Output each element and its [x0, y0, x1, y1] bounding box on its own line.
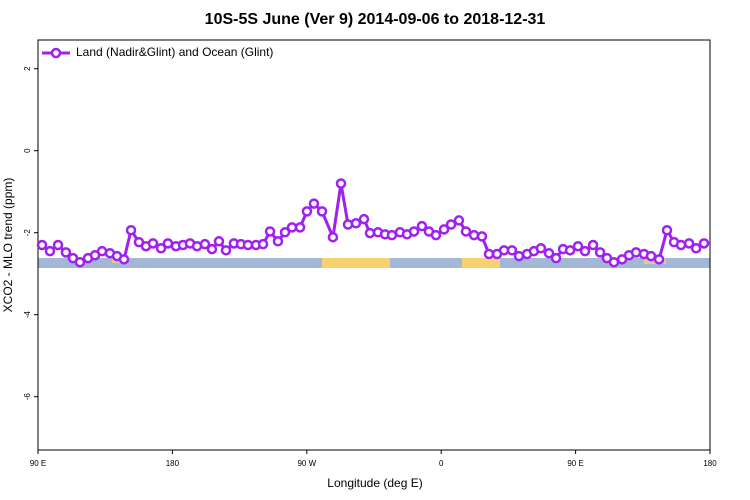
data-point	[327, 231, 339, 243]
data-point	[438, 224, 450, 235]
data-point	[279, 227, 291, 238]
data-point	[264, 226, 276, 237]
data-point	[242, 239, 254, 251]
data-point	[364, 227, 376, 239]
data-point	[430, 229, 442, 241]
y-tick-label: 0	[23, 148, 32, 153]
x-tick-label: 90 W	[297, 459, 316, 468]
land-strip	[322, 258, 390, 268]
data-point	[690, 243, 702, 254]
data-point	[653, 254, 665, 265]
data-point	[453, 215, 465, 226]
data-point	[213, 236, 225, 247]
data-point	[535, 243, 547, 254]
data-point	[683, 238, 695, 249]
y-tick-label: 2	[23, 66, 32, 71]
data-point	[308, 198, 320, 209]
data-point	[155, 243, 167, 254]
data-point	[386, 229, 398, 241]
data-point	[257, 238, 269, 250]
data-point	[661, 224, 673, 236]
y-axis-label: XCO2 - MLO trend (ppm)	[1, 178, 15, 313]
data-point	[675, 239, 687, 251]
x-tick-label: 0	[439, 459, 444, 468]
data-point	[416, 220, 428, 232]
data-point	[483, 248, 495, 260]
data-point	[460, 226, 472, 237]
y-tick-label: -2	[23, 229, 32, 237]
data-point	[564, 245, 576, 256]
data-point	[350, 218, 362, 229]
x-axis-label: Longitude (deg E)	[327, 476, 422, 490]
legend-marker	[50, 47, 62, 59]
data-point	[550, 252, 562, 264]
data-point	[468, 229, 480, 241]
data-point	[199, 238, 211, 250]
data-point	[645, 250, 657, 262]
data-point	[220, 245, 232, 256]
data-point	[572, 240, 584, 252]
x-tick-label: 90 E	[30, 459, 46, 468]
land-strip	[462, 258, 500, 268]
data-point	[594, 247, 606, 258]
data-point	[476, 231, 488, 242]
data-point	[118, 254, 130, 265]
data-point	[147, 238, 159, 249]
data-point	[52, 239, 64, 251]
data-point	[206, 243, 218, 255]
legend-label: Land (Nadir&Glint) and Ocean (Glint)	[76, 45, 273, 59]
data-point	[286, 222, 298, 233]
data-point	[698, 238, 710, 249]
data-point	[608, 256, 620, 268]
y-tick-label: -4	[23, 311, 32, 319]
x-tick-label: 180	[166, 459, 180, 468]
data-point	[162, 238, 174, 249]
data-point	[445, 219, 457, 230]
data-point	[513, 250, 525, 262]
data-point	[579, 245, 591, 257]
data-point	[301, 206, 313, 217]
data-point	[316, 206, 328, 217]
data-point	[60, 247, 72, 258]
data-point	[335, 178, 347, 189]
data-point	[342, 219, 354, 230]
x-tick-label: 90 E	[567, 459, 583, 468]
x-tick-label: 180	[703, 459, 717, 468]
data-point	[44, 245, 56, 257]
data-point	[74, 256, 86, 268]
y-tick-label: -6	[23, 393, 32, 401]
data-point	[543, 247, 555, 259]
data-point	[358, 213, 370, 225]
chart-title: 10S-5S June (Ver 9) 2014-09-06 to 2018-1…	[205, 11, 546, 28]
data-point	[294, 222, 306, 233]
data-point	[408, 226, 420, 237]
data-point	[125, 224, 137, 236]
data-point	[587, 239, 599, 251]
data-point	[272, 236, 284, 247]
data-point	[36, 239, 48, 251]
data-point	[506, 245, 518, 256]
